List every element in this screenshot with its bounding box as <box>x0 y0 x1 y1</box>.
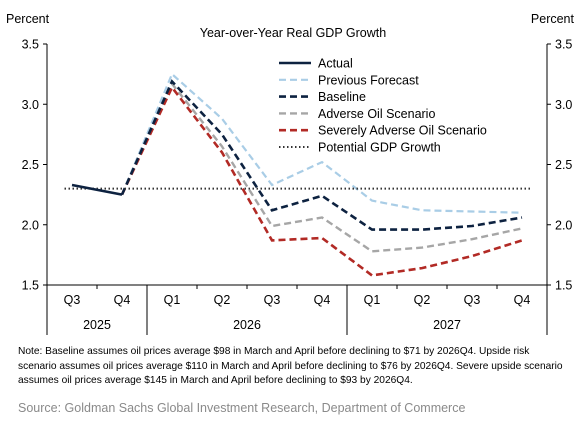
y-tick-label-right: 3.0 <box>555 98 572 112</box>
y-tick-label-right: 2.5 <box>555 158 572 172</box>
chart-title: Year-over-Year Real GDP Growth <box>200 26 386 40</box>
year-label: 2026 <box>233 318 261 332</box>
legend-label: Previous Forecast <box>318 73 419 87</box>
y-tick-label-right: 1.5 <box>555 279 572 293</box>
x-tick-label: Q1 <box>364 293 381 307</box>
legend-label: Potential GDP Growth <box>318 141 441 155</box>
y-tick-label-left: 3.0 <box>22 98 39 112</box>
y-tick-label-left: 1.5 <box>22 279 39 293</box>
x-tick-label: Q3 <box>64 293 81 307</box>
series-line-baseline <box>120 79 523 231</box>
legend-label: Severely Adverse Oil Scenario <box>318 124 487 138</box>
y-tick-label-left: 3.5 <box>22 38 39 52</box>
y-axis-label-right: Percent <box>531 12 575 26</box>
series-lines <box>64 72 532 277</box>
series-line-previous-forecast <box>120 72 523 214</box>
y-tick-label-right: 3.5 <box>555 38 572 52</box>
source-line: Source: Goldman Sachs Global Investment … <box>18 401 466 415</box>
x-tick-label: Q2 <box>214 293 231 307</box>
y-tick-label-left: 2.5 <box>22 158 39 172</box>
year-label: 2025 <box>83 318 111 332</box>
year-label: 2027 <box>433 318 461 332</box>
x-tick-label: Q3 <box>464 293 481 307</box>
legend: Actual Previous Forecast Baseline Adverse O… <box>279 57 487 155</box>
x-tick-label: Q1 <box>164 293 181 307</box>
x-tick-label: Q4 <box>114 293 131 307</box>
x-tick-label: Q4 <box>314 293 331 307</box>
series-line-actual <box>71 183 123 196</box>
chart-axes: 1.5 1.5 2.0 2.0 2.5 2.5 3.0 3.0 3.5 3.5 Q3 Q4 Q1 Q2 Q3… <box>22 38 572 335</box>
y-tick-label-right: 2.0 <box>555 218 572 232</box>
series-line-severely-adverse-oil-scenario <box>120 84 523 277</box>
gdp-growth-chart: 1.5 1.5 2.0 2.0 2.5 2.5 3.0 3.0 3.5 3.5 Q3 Q4 Q1 Q2 Q3… <box>6 12 575 335</box>
y-axis-label-left: Percent <box>6 12 50 26</box>
x-tick-label: Q3 <box>264 293 281 307</box>
y-tick-label-left: 2.0 <box>22 218 39 232</box>
x-tick-label: Q4 <box>514 293 531 307</box>
x-tick-label: Q2 <box>414 293 431 307</box>
legend-label: Baseline <box>318 90 366 104</box>
series-line-adverse-oil-scenario <box>120 81 523 253</box>
legend-label: Adverse Oil Scenario <box>318 107 435 121</box>
legend-label: Actual <box>318 57 353 71</box>
footnote: Note: Baseline assumes oil prices averag… <box>18 346 563 386</box>
